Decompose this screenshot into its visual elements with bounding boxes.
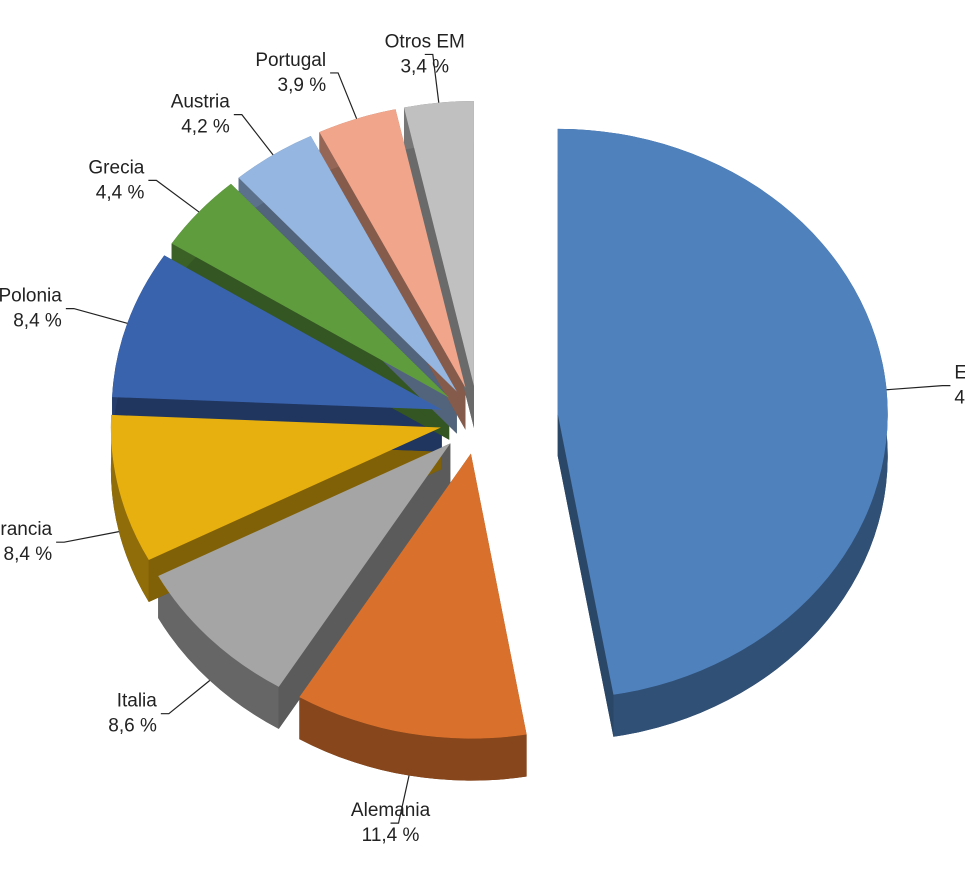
slice (110, 414, 441, 561)
category-label: Polonia (0, 286, 62, 307)
value-label: 47,3 % (954, 388, 965, 409)
category-label: Italia (117, 691, 158, 712)
leader-line (56, 531, 119, 543)
value-label: 4,2 % (181, 117, 230, 138)
labels: España 47,3 % Alemania 11,4 % Italia 8,6 % Fra… (0, 31, 965, 846)
leader-line (233, 114, 274, 156)
slice (403, 100, 474, 386)
leader-line (424, 53, 440, 103)
slice-side (158, 575, 279, 729)
category-label: Portugal (255, 50, 326, 71)
value-label: 4,4 % (96, 182, 145, 203)
slice (299, 453, 527, 739)
slice-wall (278, 443, 451, 729)
slice (557, 128, 888, 695)
leader-line (160, 680, 211, 715)
category-label: Otros EM (385, 31, 465, 52)
leader-line (886, 385, 951, 391)
leader-line (148, 179, 200, 213)
category-label: España (954, 363, 965, 384)
slice (171, 183, 450, 398)
value-label: 11,4 % (362, 825, 420, 846)
value-label: 3,9 % (278, 75, 327, 96)
value-label: 8,6 % (108, 716, 157, 737)
value-label: 8,4 % (4, 544, 53, 565)
leader-line (390, 775, 410, 824)
category-label: Grecia (88, 157, 144, 178)
leader-line (330, 72, 358, 119)
slice (112, 255, 442, 410)
slice-wall (403, 107, 474, 428)
category-label: Austria (171, 92, 231, 113)
slice (158, 443, 451, 687)
category-label: Alemania (351, 800, 431, 821)
value-label: 3,4 % (400, 56, 449, 77)
leader-line (65, 307, 128, 324)
slice-wall (557, 413, 614, 737)
slice (238, 136, 457, 392)
value-label: 8,4 % (13, 311, 62, 332)
slice (319, 109, 466, 388)
category-label: Francia (0, 519, 53, 540)
slice-tops (110, 100, 888, 739)
slice-side (299, 697, 527, 781)
slice-side (110, 414, 149, 603)
